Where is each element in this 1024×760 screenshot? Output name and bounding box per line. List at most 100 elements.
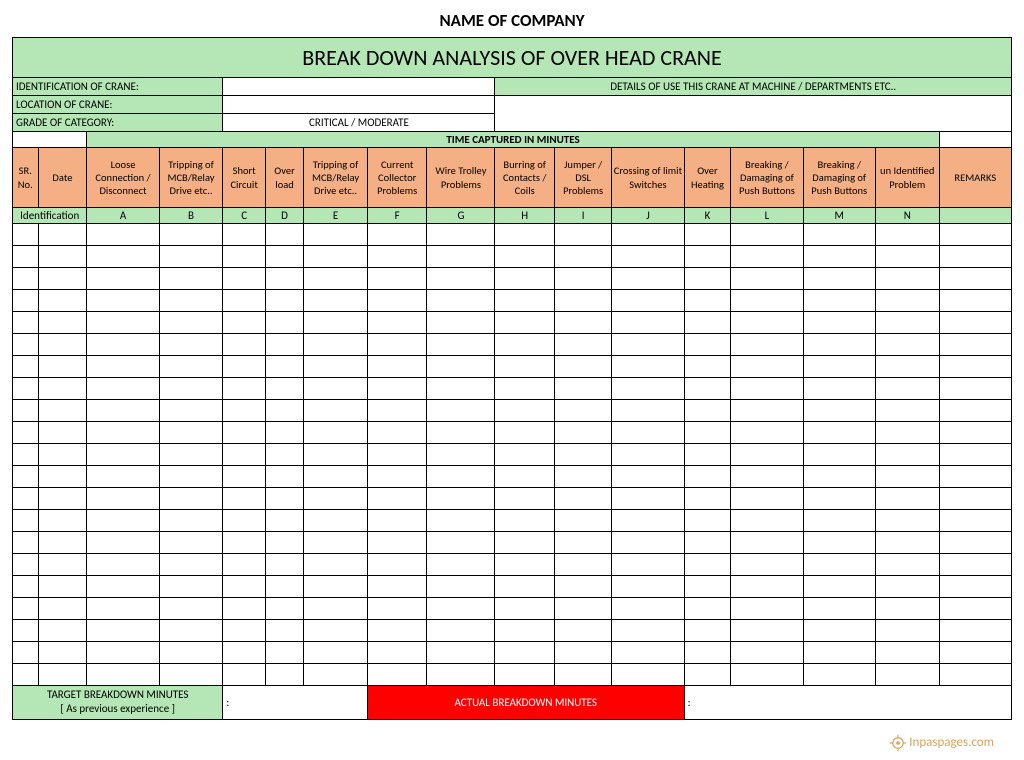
data-cell[interactable] — [554, 664, 611, 686]
data-cell[interactable] — [367, 554, 427, 576]
target-value[interactable]: : — [223, 686, 368, 720]
data-cell[interactable] — [731, 642, 803, 664]
data-cell[interactable] — [554, 598, 611, 620]
data-cell[interactable] — [38, 488, 87, 510]
data-cell[interactable] — [223, 290, 266, 312]
data-cell[interactable] — [223, 664, 266, 686]
data-cell[interactable] — [684, 444, 731, 466]
data-cell[interactable] — [803, 400, 875, 422]
data-cell[interactable] — [159, 290, 223, 312]
data-cell[interactable] — [495, 400, 555, 422]
data-cell[interactable] — [13, 510, 39, 532]
data-cell[interactable] — [87, 642, 159, 664]
data-cell[interactable] — [427, 224, 495, 246]
data-cell[interactable] — [939, 664, 1011, 686]
data-cell[interactable] — [304, 356, 368, 378]
data-cell[interactable] — [223, 510, 266, 532]
data-cell[interactable] — [939, 268, 1011, 290]
data-cell[interactable] — [731, 400, 803, 422]
data-cell[interactable] — [13, 290, 39, 312]
data-cell[interactable] — [265, 510, 303, 532]
data-cell[interactable] — [38, 510, 87, 532]
data-cell[interactable] — [87, 356, 159, 378]
data-cell[interactable] — [495, 268, 555, 290]
data-cell[interactable] — [38, 268, 87, 290]
data-cell[interactable] — [13, 246, 39, 268]
data-cell[interactable] — [427, 532, 495, 554]
data-cell[interactable] — [265, 356, 303, 378]
data-cell[interactable] — [159, 664, 223, 686]
data-cell[interactable] — [684, 598, 731, 620]
data-cell[interactable] — [803, 356, 875, 378]
data-cell[interactable] — [159, 576, 223, 598]
data-cell[interactable] — [304, 378, 368, 400]
data-cell[interactable] — [304, 554, 368, 576]
data-cell[interactable] — [13, 488, 39, 510]
data-cell[interactable] — [223, 532, 266, 554]
data-cell[interactable] — [875, 422, 939, 444]
data-cell[interactable] — [495, 532, 555, 554]
data-cell[interactable] — [367, 378, 427, 400]
data-cell[interactable] — [87, 268, 159, 290]
data-cell[interactable] — [495, 466, 555, 488]
data-cell[interactable] — [87, 290, 159, 312]
data-cell[interactable] — [304, 664, 368, 686]
data-cell[interactable] — [612, 510, 684, 532]
data-cell[interactable] — [803, 576, 875, 598]
data-cell[interactable] — [495, 554, 555, 576]
data-cell[interactable] — [875, 290, 939, 312]
data-cell[interactable] — [731, 246, 803, 268]
data-cell[interactable] — [803, 224, 875, 246]
data-cell[interactable] — [495, 664, 555, 686]
data-cell[interactable] — [554, 576, 611, 598]
data-cell[interactable] — [939, 642, 1011, 664]
data-cell[interactable] — [612, 598, 684, 620]
data-cell[interactable] — [612, 334, 684, 356]
data-cell[interactable] — [684, 576, 731, 598]
data-cell[interactable] — [427, 576, 495, 598]
data-cell[interactable] — [495, 246, 555, 268]
data-cell[interactable] — [495, 488, 555, 510]
data-cell[interactable] — [159, 598, 223, 620]
data-cell[interactable] — [13, 576, 39, 598]
data-cell[interactable] — [304, 576, 368, 598]
data-cell[interactable] — [731, 598, 803, 620]
data-cell[interactable] — [13, 334, 39, 356]
data-cell[interactable] — [554, 246, 611, 268]
data-cell[interactable] — [495, 642, 555, 664]
data-cell[interactable] — [875, 576, 939, 598]
data-cell[interactable] — [87, 378, 159, 400]
data-cell[interactable] — [13, 532, 39, 554]
data-cell[interactable] — [803, 554, 875, 576]
data-cell[interactable] — [38, 554, 87, 576]
data-cell[interactable] — [87, 532, 159, 554]
data-cell[interactable] — [13, 422, 39, 444]
data-cell[interactable] — [939, 466, 1011, 488]
data-cell[interactable] — [38, 334, 87, 356]
data-cell[interactable] — [304, 312, 368, 334]
data-cell[interactable] — [159, 422, 223, 444]
data-cell[interactable] — [304, 224, 368, 246]
data-cell[interactable] — [554, 444, 611, 466]
data-cell[interactable] — [427, 466, 495, 488]
data-cell[interactable] — [159, 334, 223, 356]
data-cell[interactable] — [367, 642, 427, 664]
data-cell[interactable] — [13, 268, 39, 290]
data-cell[interactable] — [265, 466, 303, 488]
data-cell[interactable] — [803, 620, 875, 642]
data-cell[interactable] — [265, 664, 303, 686]
data-cell[interactable] — [684, 334, 731, 356]
data-cell[interactable] — [223, 444, 266, 466]
data-cell[interactable] — [612, 532, 684, 554]
data-cell[interactable] — [684, 664, 731, 686]
data-cell[interactable] — [223, 554, 266, 576]
data-cell[interactable] — [427, 510, 495, 532]
data-cell[interactable] — [159, 400, 223, 422]
data-cell[interactable] — [875, 356, 939, 378]
data-cell[interactable] — [265, 598, 303, 620]
data-cell[interactable] — [223, 620, 266, 642]
data-cell[interactable] — [875, 532, 939, 554]
data-cell[interactable] — [554, 620, 611, 642]
data-cell[interactable] — [939, 532, 1011, 554]
data-cell[interactable] — [495, 290, 555, 312]
